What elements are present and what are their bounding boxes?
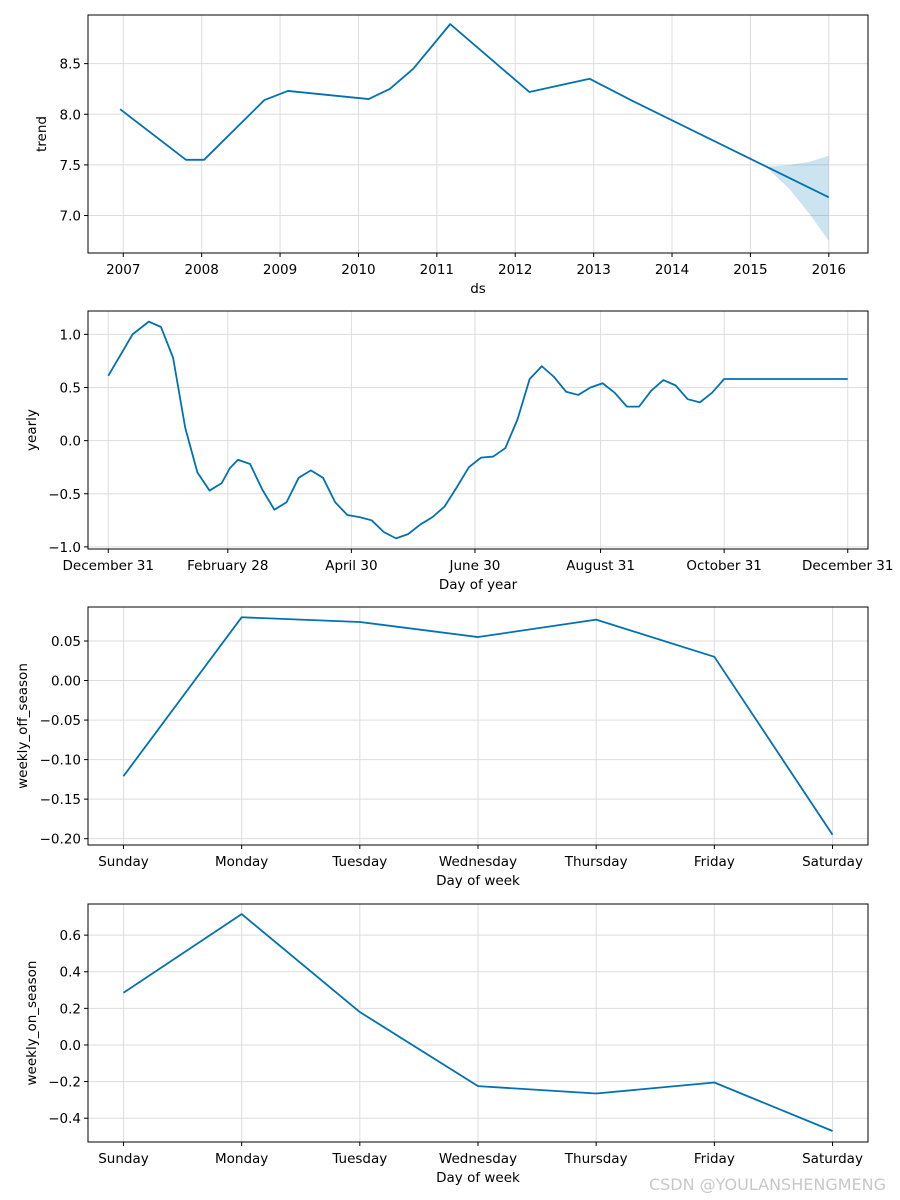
y-tick-label: 0.6 [60,928,81,944]
plot-frame [87,310,869,550]
y-tick-label: −0.2 [48,1075,81,1091]
weekly-on-season-panel: Sunday Monday Tuesday Wednesday Thursday Frid… [24,903,869,1186]
y-tick-label: 0.0 [60,434,81,450]
x-tick-label: Saturday [802,854,863,870]
uncertainty-band [766,155,829,241]
weekly-off-season-panel: Sunday Monday Tuesday Wednesday Thursday Frid… [15,606,869,889]
x-tick-label: Sunday [98,854,149,870]
y-tick-label: 0.0 [60,1038,81,1054]
x-tick-label: 2009 [263,262,297,278]
x-axis-label: ds [470,281,486,297]
x-tick-label: 2012 [498,262,532,278]
x-tick-label: Monday [215,1151,268,1167]
x-axis-label: Day of year [439,577,518,593]
x-tick-label: August 31 [566,558,635,574]
x-tick-label: Tuesday [331,1151,387,1167]
x-tick-label: June 30 [449,558,501,574]
y-axis-label: yearly [24,409,40,451]
y-tick-label: 0.5 [60,381,81,397]
y-tick-label: −0.15 [40,792,81,808]
trend-line [119,23,830,199]
x-tick-label: Thursday [564,1151,628,1167]
x-tick-label: December 31 [802,558,893,574]
y-axis-label: weekly_on_season [24,961,40,1086]
x-tick-label: 2015 [733,262,767,278]
y-tick-label: −0.20 [40,832,81,848]
y-tick-label: 7.5 [60,158,81,174]
weekly-on-season-line [122,913,833,1132]
x-tick-label: 2008 [184,262,218,278]
weekly-off-season-line [122,616,834,836]
x-tick-label: Tuesday [331,854,387,870]
trend-panel: 2007 2008 2009 2010 2011 2012 2013 2014 2015 2016… [34,14,869,297]
plot-frame [87,14,869,254]
y-tick-label: 7.0 [60,209,81,225]
x-tick-label: Wednesday [439,854,517,870]
y-tick-label: 1.0 [60,327,81,343]
y-axis-label: weekly_off_season [15,663,31,789]
y-tick-label: 0.00 [51,674,81,690]
watermark: CSDN @YOULANSHENGMENG [649,1175,886,1194]
y-tick-label: −0.05 [40,713,81,729]
x-tick-label: Thursday [564,854,628,870]
x-tick-label: 2016 [812,262,846,278]
x-tick-label: 2010 [341,262,375,278]
y-tick-label: −1.0 [48,540,81,556]
yearly-line [107,320,848,540]
y-tick-label: 0.05 [51,634,81,650]
x-tick-label: 2014 [655,262,689,278]
yearly-panel: December 31 February 28 April 30 June 30 Aug… [24,310,893,593]
x-tick-label: October 31 [686,558,762,574]
x-axis-label: Day of week [436,873,520,889]
y-tick-label: 0.4 [60,965,81,981]
x-tick-label: February 28 [187,558,268,574]
y-tick-label: −0.5 [48,487,81,503]
x-tick-label: Monday [215,854,268,870]
x-tick-label: 2011 [420,262,454,278]
y-tick-label: −0.4 [48,1111,81,1127]
y-tick-label: 8.0 [60,107,81,123]
x-axis-label: Day of week [436,1170,520,1186]
x-tick-label: Friday [694,1151,735,1167]
x-tick-label: Saturday [802,1151,863,1167]
x-tick-label: Sunday [98,1151,149,1167]
x-tick-label: 2013 [576,262,610,278]
x-tick-label: April 30 [325,558,377,574]
y-tick-label: −0.10 [40,753,81,769]
x-tick-label: December 31 [63,558,154,574]
x-tick-label: 2007 [106,262,140,278]
y-axis-label: trend [34,116,50,152]
x-tick-label: Wednesday [439,1151,517,1167]
y-tick-label: 8.5 [60,57,81,73]
x-tick-label: Friday [694,854,735,870]
y-tick-label: 0.2 [60,1001,81,1017]
